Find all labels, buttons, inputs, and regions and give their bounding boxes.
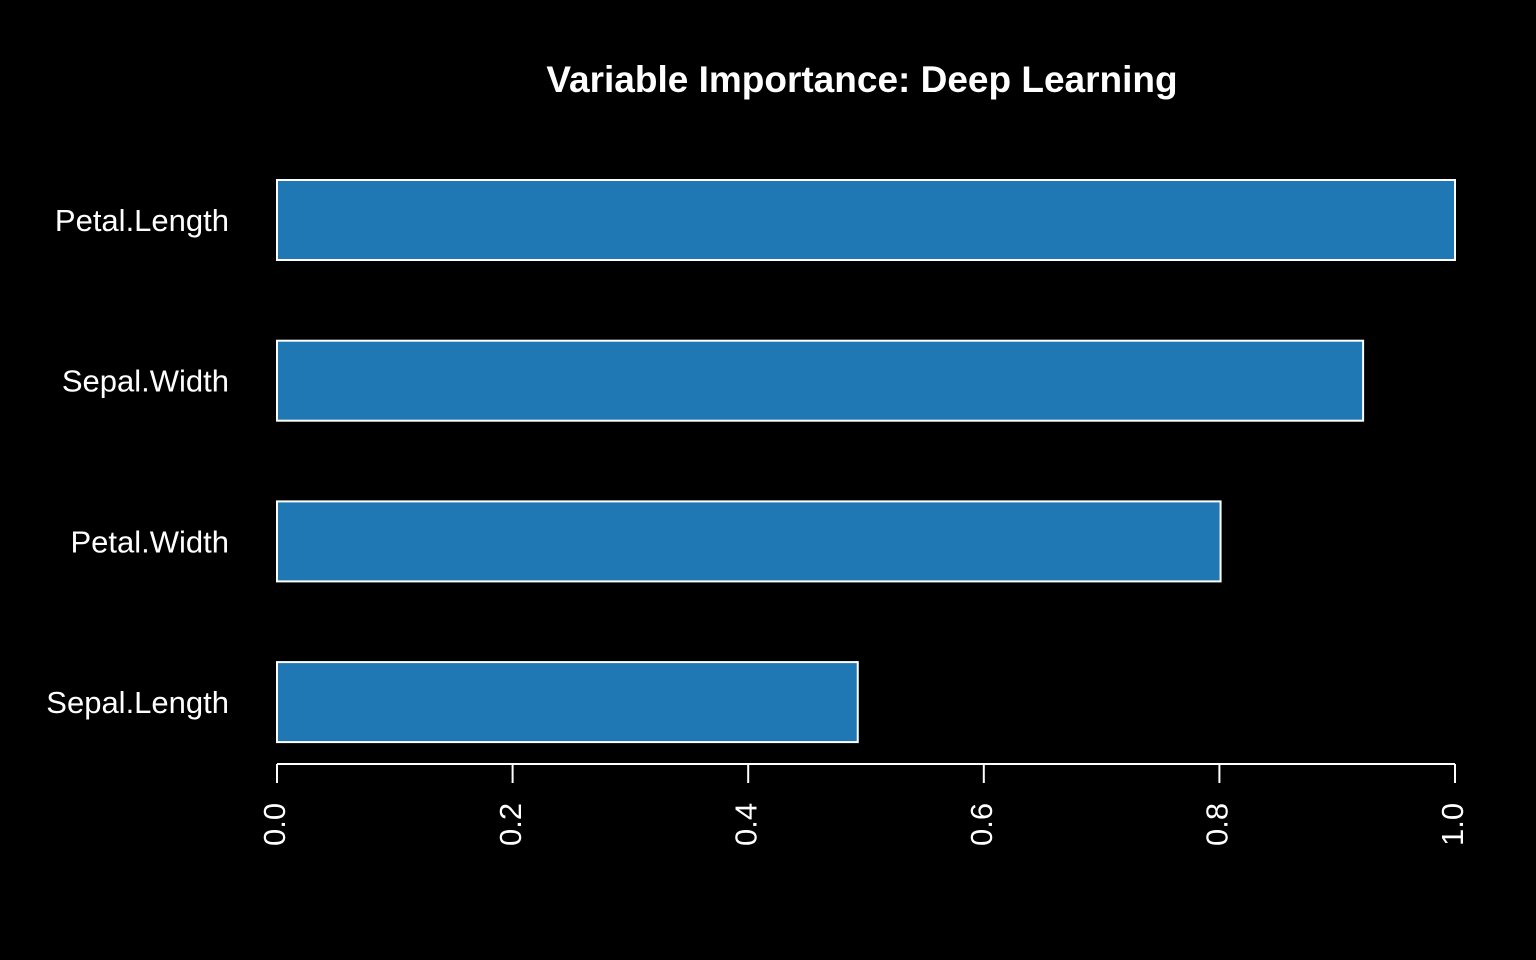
category-label: Petal.Length [55,203,229,238]
x-tick-label: 0.0 [257,803,292,846]
chart-title: Variable Importance: Deep Learning [546,59,1177,100]
x-axis: 0.0 0.2 0.4 0.6 0.8 1.0 [257,763,1470,846]
x-tick-label: 0.8 [1200,803,1235,846]
x-tick-label: 0.2 [493,803,528,846]
bar-sepal-length [276,661,859,744]
category-labels: Petal.Length Sepal.Width Petal.Width Sepal.… [46,203,229,720]
category-label: Sepal.Width [62,364,229,399]
x-tick-label: 0.6 [964,803,999,846]
x-tick-label: 0.4 [728,803,763,846]
category-label: Petal.Width [70,524,229,559]
bar-petal-width [276,500,1222,583]
bars-group [276,179,1456,744]
bar-sepal-width [276,339,1365,422]
bar-petal-length [276,179,1456,261]
x-tick-label: 1.0 [1435,803,1470,846]
category-label: Sepal.Length [46,685,229,720]
